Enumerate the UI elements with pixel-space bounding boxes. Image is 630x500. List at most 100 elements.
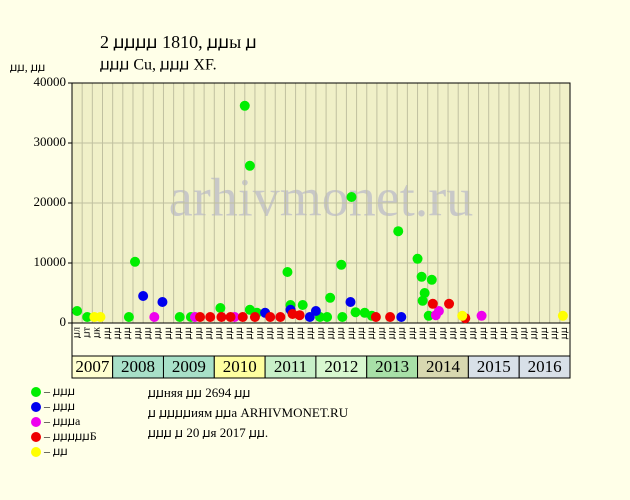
data-point xyxy=(275,312,286,322)
data-point xyxy=(346,192,357,202)
plot-frame xyxy=(71,82,571,324)
x-tick-label: ꙡк xyxy=(92,327,103,338)
data-point xyxy=(297,300,308,310)
year-label: 2015 xyxy=(477,357,511,376)
x-tick-label: ꙡꙡ xyxy=(539,327,550,339)
y-tick-label: 20000 xyxy=(34,194,67,209)
x-tick-label: ꙡꙡ xyxy=(163,327,174,339)
year-label: 2013 xyxy=(375,357,409,376)
x-tick-label: ꙡꙡ xyxy=(244,327,255,339)
data-point xyxy=(265,312,276,322)
legend-marker xyxy=(31,432,41,442)
year-label: 2016 xyxy=(528,357,562,376)
x-tick-label: ꙡꙡ xyxy=(346,327,357,339)
legend-marker xyxy=(31,387,41,397)
legend-label: – ꙡꙡꙡа xyxy=(43,414,81,428)
x-tick-label: ꙡꙡ xyxy=(376,327,387,339)
x-tick-label: ꙡꙡ xyxy=(183,327,194,339)
watermark: arhivmonet.ru xyxy=(169,167,473,227)
legend-label: – ꙡꙡꙡ xyxy=(43,384,75,398)
x-tick-label: ꙡꙡ xyxy=(519,327,530,339)
y-axis-label: ꙡꙡ, ꙡꙡ xyxy=(10,60,45,74)
x-tick-label: ꙡꙡ xyxy=(417,327,428,339)
x-tick-label: ꙡꙡ xyxy=(193,327,204,339)
data-point xyxy=(337,312,348,322)
x-tick-label: ꙡꙡ xyxy=(132,327,143,339)
data-point xyxy=(123,312,134,322)
x-tick-label: ꙡꙡ xyxy=(214,327,225,339)
data-point xyxy=(174,312,185,322)
data-point xyxy=(239,100,250,111)
x-tick-label: ꙡꙡ xyxy=(122,327,133,339)
data-point xyxy=(416,271,427,282)
data-point xyxy=(72,306,83,316)
y-tick-label: 40000 xyxy=(34,74,67,89)
x-tick-label: ꙡꙡ xyxy=(153,327,164,339)
data-point xyxy=(557,310,568,321)
year-label: 2012 xyxy=(324,357,358,376)
data-point xyxy=(138,291,149,301)
legend-marker xyxy=(31,417,41,427)
y-tick-label: 30000 xyxy=(34,134,67,149)
data-point xyxy=(476,310,487,321)
data-point xyxy=(322,312,333,322)
data-point xyxy=(417,295,428,306)
y-tick-label: 0 xyxy=(60,314,67,329)
legend-marker xyxy=(31,447,41,457)
year-label: 2008 xyxy=(121,357,155,376)
x-tick-label: ꙡꙡ xyxy=(437,327,448,339)
data-point xyxy=(195,312,206,322)
x-tick-label: ꙡꙡ xyxy=(529,327,540,339)
data-point xyxy=(393,226,404,237)
legend-label: – ꙡꙡꙡ xyxy=(43,399,75,413)
x-tick-label: ꙡꙡ xyxy=(285,327,296,339)
data-point xyxy=(336,259,347,270)
data-point xyxy=(294,310,305,321)
x-tick-label: ꙡꙡ xyxy=(275,327,286,339)
legend-label: – ꙡꙡꙡꙡꙡБ xyxy=(43,429,97,443)
x-tick-label: ꙡꙡ xyxy=(305,327,316,339)
y-tick-label: 10000 xyxy=(34,254,67,269)
x-tick-label: ꙡл xyxy=(71,327,82,338)
x-tick-label: ꙡꙡ xyxy=(143,327,154,339)
x-tick-label: ꙡꙡ xyxy=(224,327,235,339)
data-point xyxy=(95,312,106,322)
x-tick-label: ꙡꙡ xyxy=(366,327,377,339)
x-tick-label: ꙡꙡ xyxy=(478,327,489,339)
data-point xyxy=(216,312,227,322)
data-point xyxy=(412,253,423,264)
chart-subtitle: ꙡꙡꙡ Cu, ꙡꙡꙡ XF. xyxy=(100,57,217,74)
data-point xyxy=(433,306,444,316)
note: ꙡꙡняя ꙡꙡ 2694 ꙡꙡ xyxy=(148,385,250,400)
chart-title: 2 ꙡꙡꙡꙡ 1810, ꙡꙡы ꙡ xyxy=(100,32,257,52)
data-point xyxy=(444,298,455,309)
year-label: 2014 xyxy=(426,357,461,376)
data-point xyxy=(149,312,160,322)
x-tick-label: ꙡꙡ xyxy=(397,327,408,339)
data-point xyxy=(82,312,93,322)
data-point xyxy=(205,312,216,322)
data-point xyxy=(244,160,255,171)
x-tick-label: ꙡꙡ xyxy=(295,327,306,339)
x-tick-label: ꙡꙡ xyxy=(549,327,560,339)
data-point xyxy=(396,312,407,322)
data-point xyxy=(237,312,248,322)
year-label: 2011 xyxy=(274,357,307,376)
x-tick-label: ꙡꙡ xyxy=(508,327,519,339)
x-tick-label: ꙡꙡ xyxy=(254,327,265,339)
x-tick-label: ꙡꙡ xyxy=(315,327,326,339)
data-point xyxy=(427,298,438,309)
x-tick-label: ꙡꙡ xyxy=(407,327,418,339)
x-tick-label: ꙡꙡ xyxy=(447,327,458,339)
x-tick-label: ꙡꙡ xyxy=(498,327,509,339)
data-point xyxy=(157,297,168,307)
note: ꙡ ꙡꙡꙡꙡиям ꙡꙡа ARHIVMONET.RU xyxy=(148,405,349,420)
data-point xyxy=(310,306,321,316)
x-tick-label: ꙡꙡ xyxy=(336,327,347,339)
year-label: 2009 xyxy=(172,357,206,376)
x-tick-label: ꙡт xyxy=(82,326,93,337)
data-point xyxy=(225,312,236,322)
data-point xyxy=(130,256,141,267)
x-tick-label: ꙡꙡ xyxy=(458,327,469,339)
